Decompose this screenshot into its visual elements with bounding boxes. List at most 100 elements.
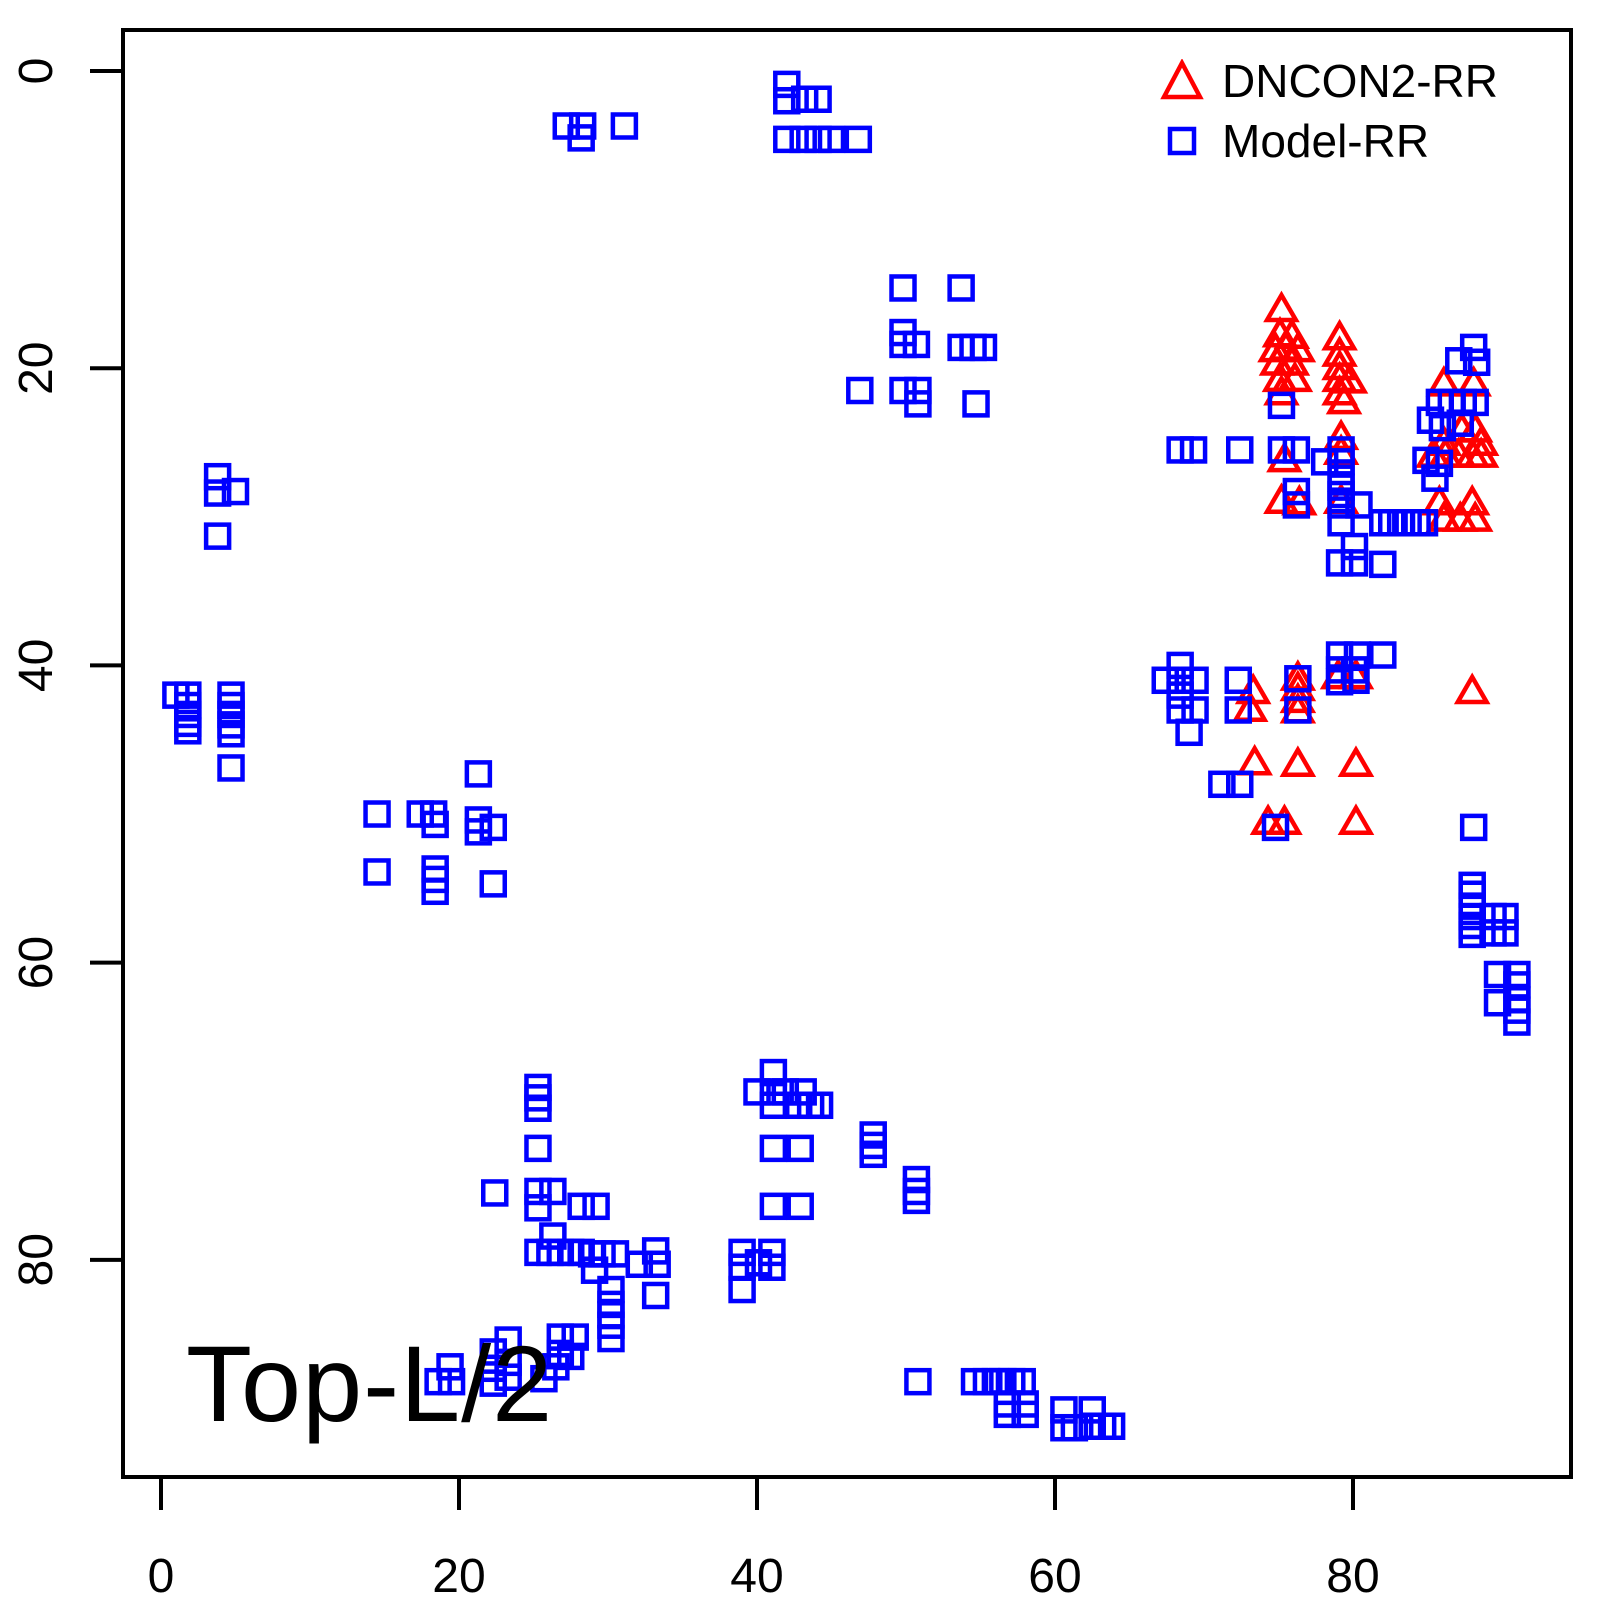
data-point-square: [962, 390, 990, 418]
data-point-square: [363, 800, 391, 828]
plot-annotation: Top-L/2: [186, 1323, 554, 1444]
data-point-square: [1410, 509, 1439, 537]
data-point-square: [759, 1192, 788, 1221]
data-point-square: [174, 717, 202, 745]
data-point-square: [786, 1192, 814, 1221]
x-tick-label: 60: [1028, 1550, 1081, 1600]
data-point-square: [524, 1134, 552, 1163]
data-point-triangle: [1263, 373, 1300, 406]
data-point-square: [1179, 436, 1208, 464]
data-point-square: [610, 112, 639, 140]
data-point-square: [479, 813, 508, 842]
data-point-square: [597, 1324, 625, 1353]
data-point-square: [561, 1323, 589, 1351]
data-point-triangle: [1453, 672, 1491, 705]
y-tick-label: 20: [10, 342, 63, 395]
data-point-triangle: [1279, 745, 1317, 778]
data-point-triangle: [1263, 482, 1300, 514]
data-point-square: [969, 333, 998, 362]
data-point-triangle: [1321, 318, 1358, 351]
data-point-triangle: [1322, 418, 1360, 451]
data-point-square: [643, 1250, 671, 1279]
data-point-square: [1224, 666, 1253, 695]
data-point-square: [1097, 1412, 1126, 1440]
data-point-square: [1459, 813, 1488, 842]
data-point-square: [1166, 696, 1194, 724]
y-tick-label: 60: [10, 936, 63, 989]
data-point-square: [789, 125, 817, 154]
data-point-square: [1342, 666, 1370, 695]
data-point-square: [773, 86, 801, 115]
data-point-square: [203, 522, 232, 550]
x-tick-label: 20: [432, 1550, 485, 1600]
y-tick-label: 40: [10, 639, 63, 692]
y-tick-label: 80: [10, 1233, 63, 1286]
data-point-square: [641, 1281, 670, 1310]
data-point-square: [530, 1364, 558, 1393]
data-point-square: [1327, 448, 1355, 476]
data-point-square: [567, 1192, 595, 1221]
data-point-square: [1284, 665, 1312, 693]
data-point-square: [1327, 491, 1355, 519]
data-point-square: [217, 720, 245, 748]
data-point-triangle: [1263, 290, 1300, 323]
legend-item-dncon2-rr: DNCON2-RR: [1160, 58, 1498, 104]
data-point-square: [773, 70, 801, 99]
data-point-square: [1224, 696, 1253, 724]
data-point-square: [1446, 409, 1475, 437]
data-point-square: [479, 1354, 508, 1383]
data-point-square: [1461, 388, 1489, 417]
data-point-square: [479, 870, 508, 898]
square-icon: [1160, 119, 1204, 163]
data-point-square: [817, 125, 846, 154]
data-point-square: [993, 1400, 1022, 1429]
data-point-square: [902, 1186, 931, 1215]
data-point-square: [728, 1275, 756, 1304]
data-point-square: [804, 85, 832, 113]
data-point-square: [947, 274, 975, 302]
data-point-triangle: [1236, 743, 1273, 776]
data-point-triangle: [1456, 500, 1494, 532]
data-point-square: [539, 1222, 567, 1250]
data-point-square: [904, 1367, 932, 1396]
data-point-square: [421, 810, 449, 839]
legend-label: Model-RR: [1222, 115, 1430, 167]
data-point-square: [567, 124, 595, 152]
data-point-square: [1369, 641, 1397, 669]
data-point-square: [1325, 668, 1354, 696]
data-point-square: [1425, 449, 1454, 478]
data-point-triangle: [1266, 803, 1303, 835]
data-point-square: [217, 754, 245, 782]
data-point-square: [1369, 550, 1397, 579]
data-point-square: [363, 858, 391, 886]
data-point-square: [580, 1256, 609, 1284]
data-point-square: [1428, 413, 1457, 442]
data-point-triangle: [1276, 360, 1314, 393]
data-point-square: [524, 1194, 552, 1222]
data-point-square: [1282, 436, 1311, 464]
data-point-square: [203, 462, 232, 491]
data-point-square: [1345, 491, 1373, 519]
data-point-square: [1060, 1413, 1089, 1442]
data-point-square: [1462, 348, 1491, 377]
data-point-square: [524, 1094, 552, 1122]
data-point-square: [1181, 696, 1209, 724]
data-point-square: [889, 274, 917, 302]
data-point-square: [1166, 651, 1194, 680]
data-point-square: [221, 477, 250, 506]
legend-item-model-rr: Model-RR: [1160, 118, 1498, 164]
data-point-square: [1343, 641, 1372, 669]
data-point-square: [1175, 718, 1203, 747]
data-point-square: [1166, 666, 1194, 695]
data-point-square: [1284, 696, 1312, 724]
data-point-square: [758, 1253, 786, 1281]
data-point-square: [1394, 509, 1422, 537]
x-tick-label: 80: [1326, 1550, 1379, 1600]
data-point-square: [844, 125, 873, 154]
data-point-square: [494, 1348, 522, 1377]
data-point-square: [1282, 491, 1311, 519]
x-tick-label: 0: [148, 1550, 175, 1600]
data-point-square: [479, 1369, 508, 1397]
data-point-square: [1267, 436, 1296, 464]
